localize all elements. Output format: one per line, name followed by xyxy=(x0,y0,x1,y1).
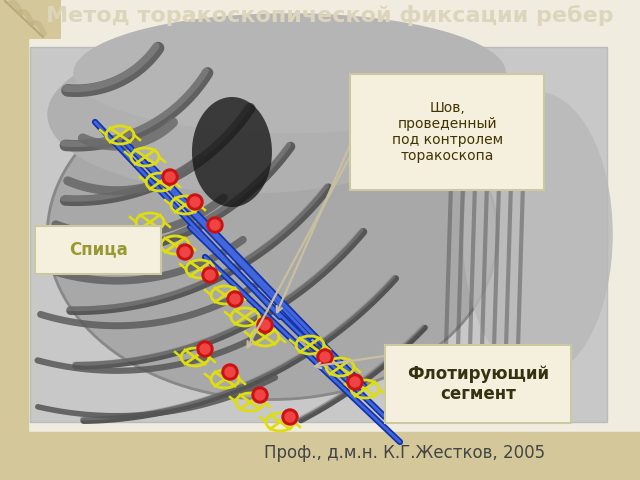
Circle shape xyxy=(347,374,363,390)
Circle shape xyxy=(205,270,215,280)
Circle shape xyxy=(255,390,265,400)
FancyBboxPatch shape xyxy=(350,74,544,190)
Bar xyxy=(30,47,607,422)
Bar xyxy=(0,0,28,480)
Circle shape xyxy=(317,349,333,365)
Circle shape xyxy=(282,409,298,425)
Circle shape xyxy=(187,194,203,210)
FancyBboxPatch shape xyxy=(385,345,571,423)
Circle shape xyxy=(202,267,218,283)
Circle shape xyxy=(260,320,270,330)
Circle shape xyxy=(177,244,193,260)
Circle shape xyxy=(162,169,178,185)
Ellipse shape xyxy=(192,97,272,207)
Text: Шов,
проведенный
под контролем
торакоскопа: Шов, проведенный под контролем торакоско… xyxy=(392,101,502,163)
Circle shape xyxy=(252,387,268,403)
Circle shape xyxy=(350,377,360,387)
Circle shape xyxy=(210,220,220,230)
Text: Спица: Спица xyxy=(68,240,127,259)
Text: Проф., д.м.н. К.Г.Жестков, 2005: Проф., д.м.н. К.Г.Жестков, 2005 xyxy=(264,444,545,462)
Ellipse shape xyxy=(73,13,506,133)
Text: Метод торакоскопической фиксации ребер: Метод торакоскопической фиксации ребер xyxy=(46,4,614,25)
Circle shape xyxy=(320,352,330,362)
Bar xyxy=(0,432,640,480)
Ellipse shape xyxy=(463,92,612,377)
Circle shape xyxy=(257,317,273,333)
Circle shape xyxy=(225,367,235,377)
Circle shape xyxy=(180,247,190,257)
Circle shape xyxy=(222,364,238,380)
Ellipse shape xyxy=(47,36,451,193)
Text: Флотирующий
сегмент: Флотирующий сегмент xyxy=(406,365,549,403)
FancyBboxPatch shape xyxy=(0,0,61,39)
Circle shape xyxy=(197,341,213,357)
Circle shape xyxy=(230,294,240,304)
FancyBboxPatch shape xyxy=(35,226,161,274)
Circle shape xyxy=(207,217,223,233)
Circle shape xyxy=(227,291,243,307)
Circle shape xyxy=(200,344,210,354)
Circle shape xyxy=(190,197,200,207)
Circle shape xyxy=(285,412,295,422)
Circle shape xyxy=(165,172,175,182)
Ellipse shape xyxy=(47,70,497,399)
